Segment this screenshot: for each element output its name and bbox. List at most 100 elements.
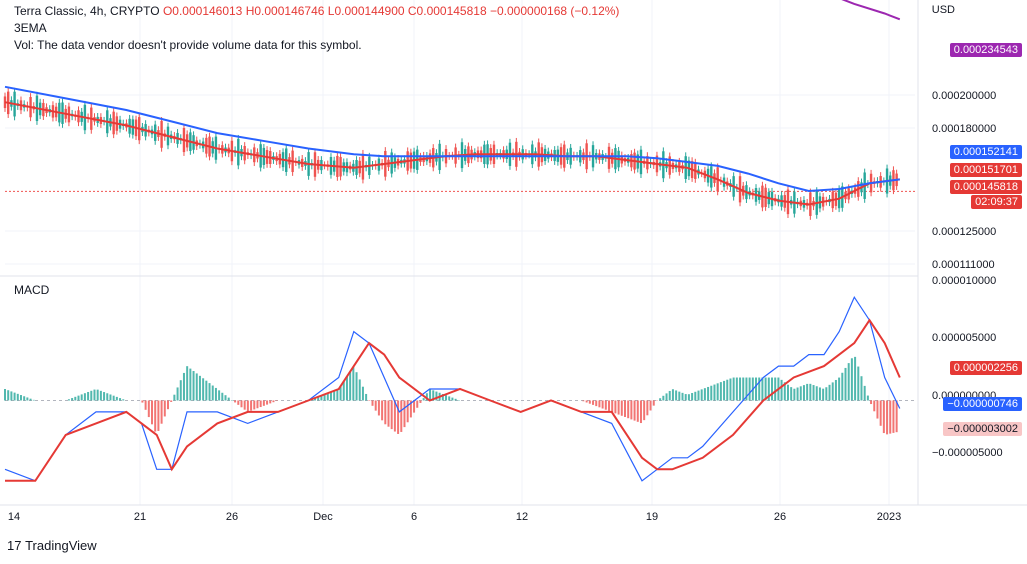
histogram-bar xyxy=(892,400,894,432)
time-tick-label: 19 xyxy=(646,511,658,523)
histogram-bar xyxy=(173,395,175,401)
histogram-bar xyxy=(726,380,728,401)
histogram-bar xyxy=(614,400,616,413)
histogram-bar xyxy=(375,400,377,410)
tradingview-logo[interactable]: 17 TradingView xyxy=(7,538,97,553)
histogram-bar xyxy=(378,400,380,415)
histogram-bar xyxy=(781,380,783,401)
histogram-bar xyxy=(624,400,626,417)
macd-tick-label: −0.000005000 xyxy=(932,447,1003,459)
histogram-bar xyxy=(867,396,869,401)
histogram-bar xyxy=(272,400,274,402)
histogram-bar xyxy=(145,400,147,409)
histogram-bar xyxy=(419,400,421,402)
histogram-bar xyxy=(723,381,725,401)
macd-title[interactable]: MACD xyxy=(14,283,49,297)
time-tick-label: 14 xyxy=(8,511,20,523)
histogram-bar xyxy=(682,393,684,401)
histogram-bar xyxy=(362,387,364,401)
histogram-bar xyxy=(247,400,249,411)
histogram-bar xyxy=(803,385,805,400)
signal-badge: 0.000002256 xyxy=(950,361,1022,375)
histogram-bar xyxy=(263,400,265,405)
histogram-bar xyxy=(701,389,703,400)
histogram-bar xyxy=(240,400,242,407)
histogram-bar xyxy=(7,390,9,400)
histogram-bar xyxy=(634,400,636,420)
grid xyxy=(0,0,1027,505)
histogram-bar xyxy=(832,382,834,400)
histogram-bar xyxy=(189,369,191,401)
histogram-bar xyxy=(109,394,111,400)
histogram-bar xyxy=(841,373,843,401)
histogram-bar xyxy=(423,398,425,400)
histogram-bar xyxy=(180,380,182,400)
histogram-bar xyxy=(429,389,431,400)
histogram-badge: −0.000003002 xyxy=(943,422,1022,436)
histogram-bar xyxy=(113,396,115,401)
histogram-bar xyxy=(896,400,898,432)
histogram-bar xyxy=(621,400,623,415)
tradingview-logo-glyph: 17 xyxy=(7,538,21,553)
histogram-bar xyxy=(854,357,856,401)
histogram-bar xyxy=(193,371,195,400)
histogram-bar xyxy=(582,400,584,401)
time-tick-label: 6 xyxy=(411,511,417,523)
histogram-bar xyxy=(659,398,661,400)
price-candles xyxy=(4,88,898,220)
ema-lines xyxy=(5,0,900,205)
histogram-bar xyxy=(717,383,719,400)
histogram-bar xyxy=(116,397,118,401)
histogram-bar xyxy=(394,400,396,431)
histogram-bar xyxy=(857,367,859,401)
histogram-bar xyxy=(771,378,773,401)
histogram-bar xyxy=(237,400,239,404)
histogram-bar xyxy=(183,373,185,401)
histogram-bar xyxy=(793,389,795,401)
histogram-bar xyxy=(797,388,799,401)
histogram-bar xyxy=(848,363,850,400)
histogram-bar xyxy=(880,400,882,425)
histogram-bar xyxy=(643,400,645,420)
histogram-bar xyxy=(372,400,374,405)
histogram-bar xyxy=(697,391,699,401)
histogram-bar xyxy=(669,391,671,401)
histogram-bar xyxy=(873,400,875,411)
histogram-bar xyxy=(384,400,386,424)
histogram-bar xyxy=(93,390,95,401)
histogram-bar xyxy=(883,400,885,433)
histogram-bar xyxy=(749,378,751,401)
histogram-bar xyxy=(761,378,763,401)
indicator-legend[interactable]: 3EMA xyxy=(14,21,47,35)
price-tick-label: 0.000180000 xyxy=(932,123,996,135)
histogram-bar xyxy=(253,400,255,409)
histogram-bar xyxy=(886,400,888,434)
histogram-bar xyxy=(589,400,591,403)
histogram-bar xyxy=(336,389,338,400)
histogram-bar xyxy=(74,397,76,401)
histogram-bar xyxy=(602,400,604,408)
histogram-bar xyxy=(825,387,827,400)
histogram-bar xyxy=(119,398,121,400)
price-tick-label: 0.000200000 xyxy=(932,90,996,102)
price-tick-label: 0.000125000 xyxy=(932,226,996,238)
histogram-bar xyxy=(170,400,172,401)
histogram-bar xyxy=(81,394,83,400)
last-price-badge: 0.000145818 xyxy=(950,180,1022,194)
histogram-bar xyxy=(851,358,853,400)
histogram-bar xyxy=(451,398,453,401)
macd-tick-label: 0.000010000 xyxy=(932,275,996,287)
histogram-bar xyxy=(196,373,198,400)
histogram-bar xyxy=(218,390,220,400)
time-tick-label: Dec xyxy=(313,511,333,523)
histogram-bar xyxy=(151,400,153,424)
histogram-bar xyxy=(774,378,776,401)
histogram-bar xyxy=(407,400,409,422)
histogram-bar xyxy=(276,400,278,401)
histogram-bar xyxy=(14,393,16,401)
histogram-bar xyxy=(202,378,204,400)
volume-note: Vol: The data vendor doesn't provide vol… xyxy=(14,38,362,52)
histogram-bar xyxy=(819,387,821,400)
macd-tick-label: 0.000005000 xyxy=(932,332,996,344)
